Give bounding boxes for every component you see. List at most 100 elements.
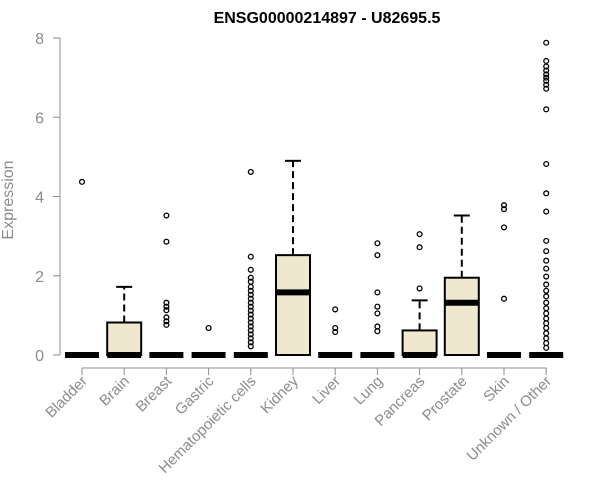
outlier-point — [247, 295, 254, 302]
box-skin — [487, 202, 521, 358]
outlier-point — [163, 299, 170, 306]
outlier-point — [543, 57, 550, 65]
outlier-point — [500, 206, 508, 213]
box-gastric — [191, 325, 226, 358]
outlier-point — [543, 281, 550, 288]
outlier-point — [247, 335, 254, 342]
box-hematopoietic-cells — [233, 168, 268, 358]
outlier-point — [543, 208, 550, 215]
outlier-point — [543, 344, 550, 351]
outlier-point — [543, 257, 550, 264]
x-tick-label-breast: Breast — [133, 372, 176, 415]
outlier-point — [163, 307, 170, 314]
box-iqr — [106, 321, 143, 357]
outlier-point — [543, 299, 550, 306]
outlier-point — [247, 311, 254, 318]
y-tick-label: 8 — [35, 31, 44, 48]
outlier-point — [163, 321, 170, 328]
outlier-point — [374, 252, 381, 259]
outlier-point — [247, 274, 254, 281]
box-prostate — [443, 214, 480, 357]
box-liver — [318, 306, 353, 358]
box-bladder — [65, 178, 99, 358]
outlier-point — [374, 323, 381, 330]
outlier-point — [247, 253, 254, 260]
outlier-point — [332, 325, 339, 332]
box-iqr — [275, 254, 311, 357]
outlier-point — [163, 238, 170, 245]
outlier-point — [163, 303, 170, 310]
outlier-point — [543, 63, 550, 70]
outlier-point — [247, 319, 254, 326]
outlier-point — [374, 303, 381, 310]
outlier-point — [247, 331, 254, 338]
outlier-point — [416, 231, 423, 238]
outlier-point — [543, 320, 550, 327]
outlier-point — [247, 327, 254, 334]
y-tick-label: 2 — [35, 269, 44, 286]
box-kidney — [275, 159, 311, 357]
outlier-point — [78, 178, 86, 185]
outlier-point — [247, 315, 254, 322]
x-tick-label-liver: Liver — [309, 373, 344, 408]
outlier-point — [374, 289, 381, 296]
box-unknown-other — [529, 39, 564, 358]
outlier-point — [205, 325, 212, 332]
chart-title: ENSG00000214897 - U82695.5 — [214, 10, 441, 27]
outlier-point — [543, 273, 550, 280]
outlier-point — [543, 190, 550, 197]
outlier-point — [247, 307, 254, 314]
outlier-point — [374, 240, 381, 247]
outlier-point — [543, 74, 550, 81]
outlier-point — [416, 285, 423, 292]
y-axis: 0 2 4 6 8 — [35, 31, 61, 365]
outlier-point — [247, 343, 254, 350]
outlier-point — [543, 265, 550, 272]
outlier-point — [247, 287, 254, 294]
outlier-point — [543, 248, 550, 255]
outlier-point — [332, 306, 339, 313]
outlier-point — [543, 71, 550, 78]
outlier-point — [374, 328, 381, 335]
x-tick-label-skin: Skin — [480, 373, 513, 406]
box-breast — [149, 212, 184, 358]
outlier-point — [247, 266, 254, 273]
box-iqr — [401, 329, 438, 356]
outlier-point — [543, 340, 550, 347]
outlier-point — [543, 85, 550, 92]
outlier-point — [247, 283, 254, 290]
outlier-point — [247, 323, 254, 330]
outlier-point — [543, 160, 550, 168]
outlier-point — [543, 330, 550, 337]
box-pancreas — [401, 231, 438, 358]
outlier-point — [416, 244, 423, 251]
x-tick-label-prostate: Prostate — [419, 373, 471, 425]
outlier-point — [543, 310, 550, 317]
box-series — [65, 39, 564, 358]
box-iqr — [443, 276, 480, 357]
outlier-point — [543, 325, 550, 332]
outlier-point — [247, 291, 254, 298]
outlier-point — [163, 212, 170, 219]
y-tick-label: 4 — [35, 190, 44, 207]
x-tick-label-kidney: Kidney — [257, 372, 302, 417]
y-tick-label: 6 — [35, 110, 44, 127]
outlier-point — [163, 314, 170, 321]
outlier-point — [543, 305, 550, 312]
x-tick-label-lung: Lung — [351, 373, 387, 409]
outlier-point — [543, 287, 550, 294]
outlier-point — [247, 303, 254, 310]
outlier-point — [543, 77, 550, 84]
outlier-point — [374, 310, 381, 317]
outlier-point — [543, 67, 550, 74]
box-brain — [106, 285, 143, 358]
outlier-point — [500, 295, 508, 302]
outlier-point — [247, 339, 254, 346]
outlier-point — [543, 237, 550, 244]
y-axis-label: Expression — [0, 160, 17, 239]
y-tick-label: 0 — [35, 348, 44, 365]
x-tick-label-bladder: Bladder — [42, 373, 91, 422]
outlier-point — [543, 293, 550, 300]
